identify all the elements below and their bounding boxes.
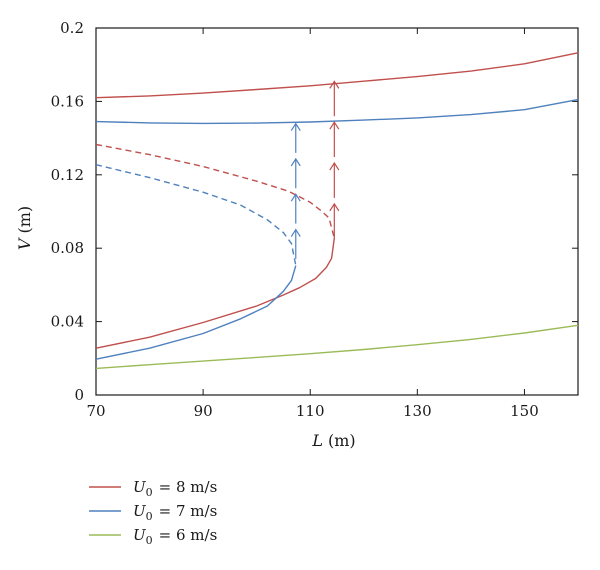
series-7-ms-unstable-branch [95, 164, 297, 266]
y-axis-label: V(m) [15, 206, 34, 250]
jump-arrow-7-ms [290, 122, 301, 153]
jump-arrow-8-ms [329, 121, 340, 158]
jump-arrow-7-ms [290, 157, 301, 189]
y-tick-label: 0.12 [51, 166, 84, 184]
y-tick-label: 0.04 [51, 313, 84, 331]
y-tick-label: 0 [74, 386, 84, 404]
plot-frame [95, 27, 579, 396]
x-tick-label: 110 [296, 402, 325, 420]
series-7-ms-upper-branch [95, 98, 579, 125]
series-layer [95, 52, 579, 370]
legend-label-8-ms: U0 = 8 m/s [133, 478, 217, 499]
x-tick-label: 130 [403, 402, 432, 420]
x-tick-label: 150 [510, 402, 539, 420]
jump-arrow-8-ms [329, 161, 340, 198]
series-8-ms-unstable-branch [95, 143, 335, 239]
series-8-ms-upper-branch [95, 52, 579, 99]
series-6-ms-upper-branch [95, 324, 579, 370]
jump-arrows [290, 80, 340, 259]
jump-arrow-8-ms [329, 202, 340, 239]
axis-ticks: 70 90 110 130 150 0 0.04 0.08 0.12 0.16 0.2 [51, 19, 578, 420]
jump-arrow-7-ms [290, 228, 301, 259]
x-tick-label: 70 [86, 402, 105, 420]
jump-arrow-8-ms [329, 80, 340, 117]
x-tick-label: 90 [194, 402, 213, 420]
legend-label-7-ms: U0 = 7 m/s [133, 502, 217, 523]
x-axis-label: L (m) [311, 431, 355, 450]
y-tick-label: 0.16 [51, 92, 84, 110]
y-tick-label: 0.08 [51, 239, 84, 257]
plot-area [95, 27, 579, 396]
y-tick-label: 0.2 [60, 19, 84, 37]
series-7-ms-lower-branch [95, 265, 297, 360]
legend-label-6-ms: U0 = 6 m/s [133, 526, 217, 547]
legend: U0 = 8 m/s U0 = 7 m/s U0 = 6 m/s [89, 478, 217, 547]
jump-arrow-7-ms [290, 193, 301, 224]
series-8-ms-lower-branch [95, 238, 335, 349]
